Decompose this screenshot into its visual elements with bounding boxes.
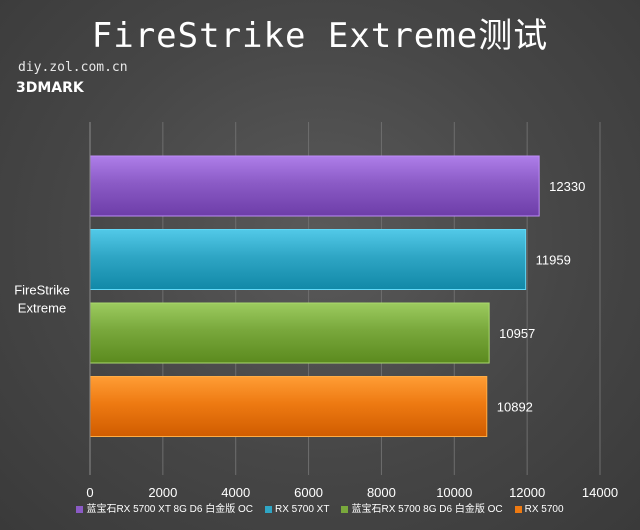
- legend-swatch: [76, 505, 84, 513]
- category-label: FireStrike: [14, 283, 70, 298]
- brand-label: 3DMARK: [16, 80, 84, 96]
- bar: [89, 302, 490, 364]
- x-tick-label: 14000: [582, 485, 618, 500]
- x-tick-label: 4000: [221, 485, 250, 500]
- bar-chart: 0 2000 4000 6000 8000 10000 12000 14000 12330 119…: [14, 122, 618, 500]
- category-label: Extreme: [18, 301, 66, 316]
- legend-item: RX 5700: [514, 504, 564, 515]
- bar-value-label: 10892: [497, 400, 533, 415]
- bar: [89, 229, 527, 290]
- watermark-text: diy.zol.com.cn: [18, 60, 128, 75]
- bars: [89, 155, 540, 437]
- legend-label: RX 5700: [524, 504, 564, 515]
- legend-swatch: [341, 505, 349, 513]
- x-tick-label: 12000: [509, 485, 545, 500]
- bar-value-label: 12330: [549, 179, 585, 194]
- x-tick-label: 2000: [148, 485, 177, 500]
- legend-label: 蓝宝石RX 5700 8G D6 白金版 OC: [351, 504, 503, 515]
- bar-value-label: 11959: [536, 253, 571, 268]
- legend-swatch: [264, 505, 272, 513]
- x-tick-label: 6000: [294, 485, 323, 500]
- legend-item: RX 5700 XT: [264, 504, 330, 515]
- bar: [89, 376, 488, 437]
- bar: [89, 155, 540, 217]
- legend-item: 蓝宝石RX 5700 8G D6 白金版 OC: [341, 500, 503, 515]
- legend-item: 蓝宝石RX 5700 XT 8G D6 白金版 OC: [76, 500, 253, 515]
- legend-swatch: [514, 505, 522, 513]
- bar-value-label: 10957: [499, 326, 535, 341]
- chart-legend: 蓝宝石RX 5700 XT 8G D6 白金版 OC RX 5700 XT 蓝宝石R…: [0, 500, 640, 515]
- x-tick-label: 8000: [367, 485, 396, 500]
- legend-label: RX 5700 XT: [274, 504, 330, 515]
- x-tick-label: 0: [86, 485, 93, 500]
- labels: 0 2000 4000 6000 8000 10000 12000 14000 12330 119…: [14, 179, 618, 500]
- chart-title: FireStrike Extreme测试: [91, 16, 549, 56]
- x-tick-label: 10000: [436, 485, 472, 500]
- legend-label: 蓝宝石RX 5700 XT 8G D6 白金版 OC: [86, 504, 253, 515]
